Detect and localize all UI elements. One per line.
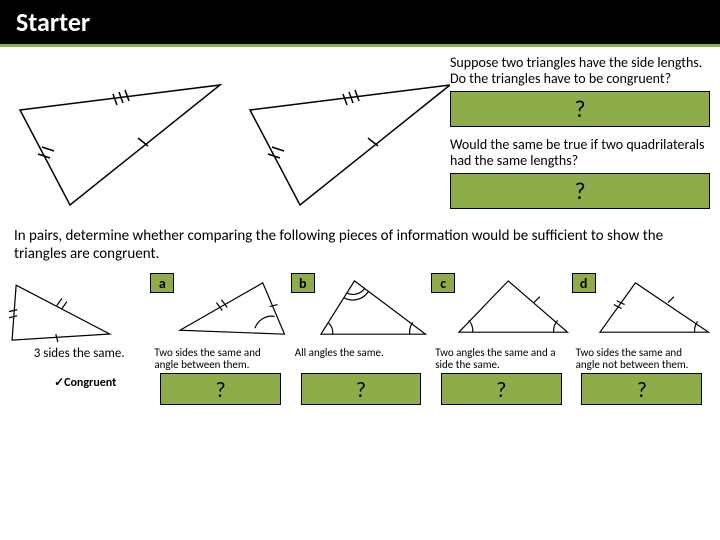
triangle-d bbox=[596, 273, 712, 346]
triangle-a bbox=[174, 273, 290, 346]
desc-d: Two sides the same and angle not between… bbox=[572, 347, 712, 373]
badge-d: d bbox=[572, 273, 596, 293]
badge-b: b bbox=[291, 273, 315, 293]
q2-prompt: Would the same be true if two quadrilate… bbox=[450, 137, 710, 169]
top-section: Suppose two triangles have the side leng… bbox=[0, 47, 720, 223]
top-triangles bbox=[10, 55, 450, 215]
q-box-d[interactable]: ? bbox=[581, 373, 702, 405]
q-box-b[interactable]: ? bbox=[301, 373, 422, 405]
desc-first: 3 sides the same. bbox=[8, 347, 150, 373]
col-b: b All angles the same. ? bbox=[291, 273, 431, 405]
triangle-b bbox=[315, 273, 431, 346]
col-d: d Two sides the same and angle not betwe… bbox=[572, 273, 712, 405]
triangle-c bbox=[455, 273, 571, 346]
badge-c: c bbox=[431, 273, 455, 293]
desc-c: Two angles the same and a side the same. bbox=[431, 347, 571, 373]
desc-a: Two sides the same and angle between the… bbox=[150, 347, 290, 373]
col-a: a Two sides the same and angle between t… bbox=[150, 273, 290, 405]
triangle-first bbox=[8, 273, 150, 348]
congruent-label: ✓Congruent bbox=[42, 375, 116, 390]
q1-prompt: Suppose two triangles have the side leng… bbox=[450, 55, 710, 87]
q1-answer: ? bbox=[574, 95, 585, 124]
q2-answer: ? bbox=[574, 177, 585, 206]
q2-answer-box[interactable]: ? bbox=[450, 173, 710, 209]
bottom-grid: 3 sides the same. ✓Congruent a Two sides… bbox=[0, 273, 720, 405]
col-c: c Two angles the same and a side the sam… bbox=[431, 273, 571, 405]
title-bar: Starter bbox=[0, 0, 720, 47]
badge-a: a bbox=[150, 273, 174, 293]
desc-b: All angles the same. bbox=[291, 347, 431, 373]
two-triangles-svg bbox=[10, 55, 450, 215]
q-box-a[interactable]: ? bbox=[160, 373, 281, 405]
pairs-prompt: In pairs, determine whether comparing th… bbox=[0, 223, 720, 267]
right-column: Suppose two triangles have the side leng… bbox=[450, 55, 710, 219]
q-box-c[interactable]: ? bbox=[441, 373, 562, 405]
col-first: 3 sides the same. ✓Congruent bbox=[8, 273, 150, 405]
q1-answer-box[interactable]: ? bbox=[450, 91, 710, 127]
page-title: Starter bbox=[16, 6, 90, 38]
